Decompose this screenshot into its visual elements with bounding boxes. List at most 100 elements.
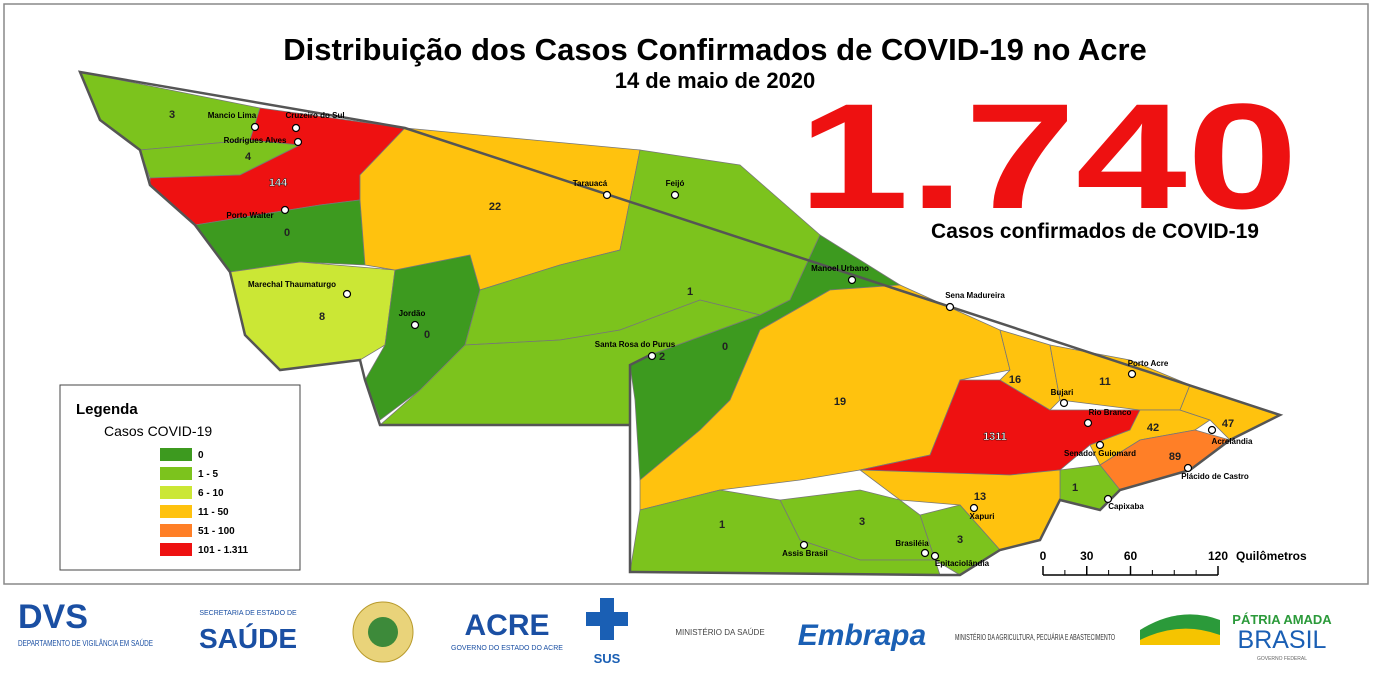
embrapa-logo: Embrapa [798, 619, 926, 652]
city-label: Plácido de Castro [1181, 472, 1249, 481]
city-label: Cruzeiro do Sul [285, 111, 344, 120]
saude-logo: SAÚDE [199, 623, 297, 654]
acre-logo: ACRE [464, 609, 549, 642]
brasil: BRASIL [1238, 626, 1327, 654]
region-label: 19 [834, 396, 846, 408]
city-dot [1207, 425, 1217, 435]
region-label: 42 [1147, 422, 1159, 434]
region-label: 4 [245, 151, 252, 163]
legend-label: 0 [198, 450, 204, 461]
footer: DVS DEPARTAMENTO DE VIGILÂNCIA EM SAÚDE … [18, 598, 1332, 666]
city-dot [799, 540, 809, 550]
scale-tick-label: 0 [1040, 549, 1047, 563]
city-label: Capixaba [1108, 502, 1144, 511]
city-label: Feijó [666, 179, 685, 188]
region-label: 11 [1099, 376, 1111, 388]
city-dot [1095, 440, 1105, 450]
city-dot [920, 548, 930, 558]
region-label: 3 [169, 109, 175, 121]
region-label: 0 [722, 341, 728, 353]
city-dot [647, 351, 657, 361]
city-dot [1083, 418, 1093, 428]
region-label: 0 [284, 227, 290, 239]
city-label: Marechal Thaumaturgo [248, 280, 336, 289]
acre-sub: GOVERNO DO ESTADO DO ACRE [451, 645, 563, 652]
city-label: Manoel Urbano [811, 264, 869, 273]
scale-tick-label: 30 [1080, 549, 1094, 563]
total-label: Casos confirmados de COVID-19 [931, 220, 1259, 243]
city-label: Santa Rosa do Purus [595, 340, 676, 349]
city-label: Porto Walter [226, 211, 273, 220]
legend-title: Legenda [76, 401, 138, 418]
city-dot [291, 123, 301, 133]
legend-label: 11 - 50 [198, 507, 229, 518]
city-dot [410, 320, 420, 330]
city-dot [847, 275, 857, 285]
city-dot [342, 289, 352, 299]
region-label: 1311 [983, 431, 1007, 443]
city-label: Senador Guiomard [1064, 449, 1136, 458]
city-label: Sena Madureira [945, 291, 1005, 300]
scale-tick-label: 60 [1124, 549, 1138, 563]
patria: PÁTRIA AMADA [1232, 612, 1332, 627]
city-dot [670, 190, 680, 200]
scale-tick-label: 120 [1208, 549, 1228, 563]
legend-swatch [160, 524, 192, 537]
city-label: Mancio Lima [208, 111, 257, 120]
city-dot [945, 302, 955, 312]
region-label: 89 [1169, 451, 1181, 463]
city-label: Rio Branco [1089, 408, 1132, 417]
city-label: Xapuri [970, 512, 995, 521]
legend-label: 6 - 10 [198, 488, 224, 499]
city-dot [250, 122, 260, 132]
brasil-flag-yellow [1140, 628, 1220, 645]
city-label: Jordão [399, 309, 426, 318]
region-label: 16 [1009, 374, 1021, 386]
city-label: Porto Acre [1128, 359, 1169, 368]
dvs-logo: DVS [18, 598, 88, 636]
region-label: 1 [719, 519, 725, 531]
sus-logo: SUS [594, 651, 621, 666]
ses-top: SECRETARIA DE ESTADO DE [199, 610, 297, 617]
region-label: 3 [957, 534, 963, 546]
city-dot [293, 137, 303, 147]
title: Distribuição dos Casos Confirmados de CO… [283, 32, 1147, 67]
region-label: 1 [1072, 482, 1078, 494]
city-dot [1059, 398, 1069, 408]
city-label: Epitaciolândia [935, 559, 990, 568]
city-label: Rodrigues Alves [224, 136, 287, 145]
legend-swatch [160, 505, 192, 518]
region-label: 8 [319, 311, 325, 323]
gov-federal: GOVERNO FEDERAL [1257, 656, 1307, 662]
region-label: 13 [974, 491, 986, 503]
legend-items: 0 1 - 5 6 - 10 11 - 50 51 - 100 101 - 1.311 [160, 448, 248, 556]
legend-subtitle: Casos COVID-19 [104, 423, 212, 439]
region-label: 1 [687, 286, 693, 298]
region-label: 144 [269, 177, 288, 189]
city-label: Tarauacá [573, 179, 608, 188]
scale-unit: Quilômetros [1236, 549, 1307, 563]
ministerio-saude: MINISTÉRIO DA SAÚDE [675, 628, 764, 637]
region-label: 47 [1222, 418, 1234, 430]
mapa-logo: MINISTÉRIO DA AGRICULTURA, PECUÁRIA E AB… [955, 633, 1115, 642]
coat-of-arms-center [368, 617, 398, 647]
city-dot [969, 503, 979, 513]
city-dot [930, 551, 940, 561]
city-dot [1127, 369, 1137, 379]
city-label: Bujari [1051, 388, 1074, 397]
city-dot [602, 190, 612, 200]
legend-label: 1 - 5 [198, 469, 218, 480]
city-dot [280, 205, 290, 215]
sus-cross [586, 598, 628, 640]
subtitle: 14 de maio de 2020 [615, 68, 816, 93]
legend-swatch [160, 543, 192, 556]
dvs-sub: DEPARTAMENTO DE VIGILÂNCIA EM SAÚDE [18, 639, 153, 648]
legend-swatch [160, 448, 192, 461]
legend: Legenda Casos COVID-19 0 1 - 5 6 - 10 11 - … [59, 384, 301, 571]
city-label: Assis Brasil [782, 549, 828, 558]
legend-swatch [160, 486, 192, 499]
city-label: Acrelândia [1212, 437, 1253, 446]
legend-label: 51 - 100 [198, 526, 235, 537]
city-dot [1183, 463, 1193, 473]
